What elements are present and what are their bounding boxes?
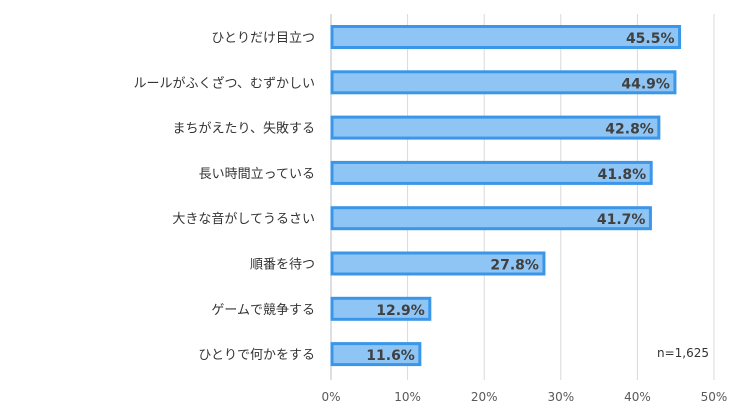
data-label: 27.8% bbox=[490, 258, 539, 274]
bar bbox=[330, 25, 682, 49]
category-label: ゲームで競争する bbox=[211, 303, 315, 318]
x-tick-label: 40% bbox=[624, 390, 651, 404]
category-label: 長い時間立っている bbox=[199, 167, 315, 182]
bar bbox=[330, 342, 422, 367]
category-label: まちがえたり、失敗する bbox=[173, 122, 315, 137]
data-label: 44.9% bbox=[621, 76, 670, 92]
category-label: ひとりで何かをする bbox=[198, 347, 315, 363]
data-label: 12.9% bbox=[376, 303, 425, 319]
x-tick-label: 50% bbox=[701, 390, 728, 404]
bar bbox=[330, 206, 652, 231]
data-label: 41.7% bbox=[597, 212, 646, 228]
gridlines bbox=[330, 14, 715, 380]
category-label: ルールがふくざつ、むずかしい bbox=[134, 75, 315, 91]
data-label: 42.8% bbox=[605, 122, 654, 138]
x-tick-label: 0% bbox=[321, 390, 340, 404]
bar bbox=[330, 296, 432, 321]
bar bbox=[330, 115, 661, 140]
bar bbox=[330, 160, 653, 185]
bar bbox=[330, 251, 546, 276]
category-label: 順番を待つ bbox=[250, 258, 315, 273]
data-label: 11.6% bbox=[366, 348, 415, 364]
category-label: 大きな音がしてうるさい bbox=[172, 211, 315, 227]
data-label: 41.8% bbox=[598, 167, 647, 183]
category-label: ひとりだけ目立つ bbox=[211, 31, 315, 46]
sample-size-note: n=1,625 bbox=[657, 346, 710, 360]
data-label: 45.5% bbox=[626, 31, 675, 47]
x-tick-label: 30% bbox=[547, 390, 574, 404]
bar bbox=[330, 70, 677, 95]
x-tick-label: 10% bbox=[394, 390, 421, 404]
bars bbox=[330, 25, 682, 367]
labels: 0% 10% 20% 30% 40% 50% ひとりだけ目立つ 45.5% ルールがふくざつ、む… bbox=[134, 31, 728, 404]
x-tick-label: 20% bbox=[471, 390, 498, 404]
